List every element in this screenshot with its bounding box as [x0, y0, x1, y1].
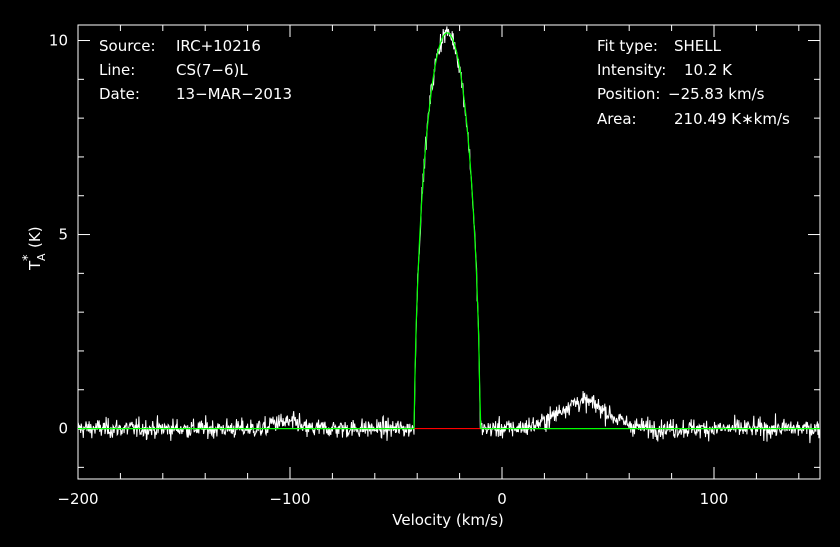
annotation-fit-type-value: SHELL — [674, 37, 722, 55]
y-axis-label-main: T — [26, 260, 44, 271]
y-tick-label: 10 — [49, 32, 68, 50]
x-tick-label: −200 — [57, 490, 98, 508]
annotation-intensity-key: Intensity: — [597, 61, 666, 79]
y-axis-label-sup: * — [21, 254, 36, 261]
annotation-position-value: −25.83 km/s — [668, 85, 765, 103]
annotation-right: Fit type: SHELL Intensity: 10.2 K Positi… — [597, 37, 790, 128]
annotation-area-key: Area: — [597, 110, 637, 128]
annotation-line-value: CS(7−6)L — [176, 61, 248, 79]
y-axis-label-unit: (K) — [26, 226, 44, 248]
x-tick-label: 100 — [700, 490, 729, 508]
plot-frame — [77, 24, 821, 480]
fit-curve-line — [78, 32, 820, 430]
annotation-left: Source: IRC+10216 Line: CS(7−6)L Date: 1… — [99, 37, 292, 103]
y-axis-label: T A * (K) — [21, 226, 48, 271]
annotation-line-key: Line: — [99, 61, 135, 79]
spectrum-data-line — [77, 26, 821, 444]
annotation-date-key: Date: — [99, 85, 140, 103]
x-axis-label: Velocity (km/s) — [392, 511, 503, 529]
annotation-intensity-value: 10.2 K — [684, 61, 733, 79]
annotation-source-value: IRC+10216 — [176, 37, 261, 55]
annotation-date-value: 13−MAR−2013 — [176, 85, 292, 103]
x-tick-label: −100 — [269, 490, 310, 508]
annotation-area-value: 210.49 K∗km/s — [674, 110, 790, 128]
annotation-fit-type-key: Fit type: — [597, 37, 658, 55]
annotation-position-key: Position: — [597, 85, 660, 103]
y-axis-label-sub: A — [35, 253, 48, 261]
plot-area: −200 −100 0 100 0 5 10 — [49, 24, 821, 508]
annotation-source-key: Source: — [99, 37, 156, 55]
y-tick-label: 0 — [58, 420, 68, 438]
y-tick-label: 5 — [58, 226, 68, 244]
x-tick-label: 0 — [497, 490, 507, 508]
